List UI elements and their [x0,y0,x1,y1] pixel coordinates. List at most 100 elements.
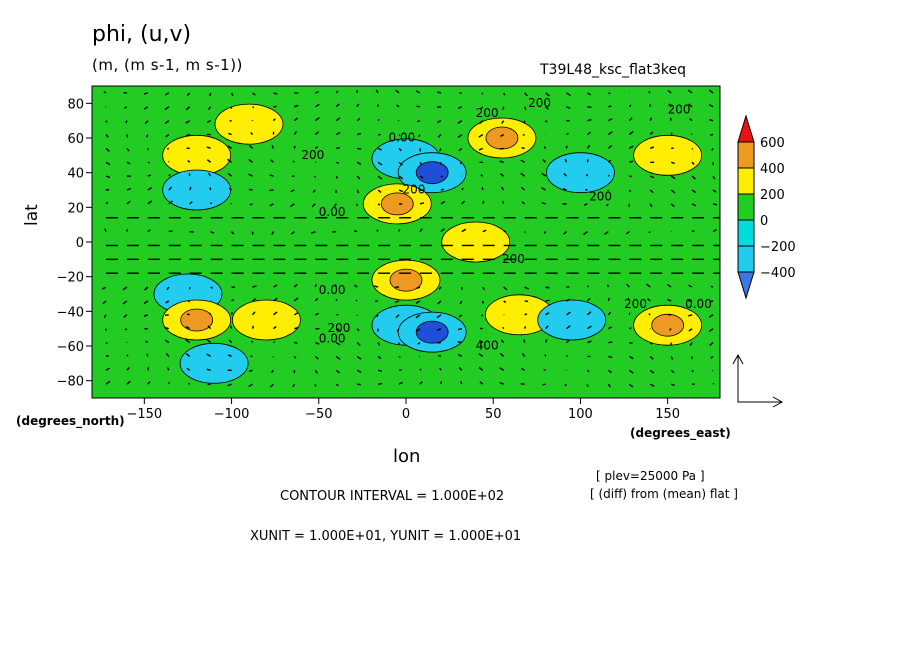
wind-vector [457,353,463,358]
wind-vector [608,117,613,122]
wind-vector [438,148,442,152]
wind-vector [143,106,149,110]
wind-vector [189,186,192,191]
wind-vector [377,118,380,122]
wind-vector [104,228,107,232]
wind-vector [189,230,194,233]
wind-vector [461,187,464,191]
wind-vector [311,230,316,234]
wind-vector [147,367,150,371]
wind-vector [708,103,714,108]
wind-vector [102,300,107,305]
wind-vector [164,92,170,96]
wind-vector [628,104,632,108]
wind-vector [293,355,297,359]
wind-vector [314,117,320,122]
wind-vector [415,90,421,94]
wind-vector [248,173,253,177]
reference-vector [732,353,784,408]
wind-vector [500,186,505,191]
wind-vector [228,187,232,191]
wind-vector [670,356,674,360]
wind-vector [396,104,400,108]
wind-vector [126,147,130,152]
wind-vector [649,369,655,374]
wind-vector [164,326,169,330]
wind-vector [545,286,550,289]
y-tick-label: 0 [76,236,84,251]
wind-vector [207,172,212,177]
wind-vector [437,341,441,344]
wind-vector [564,383,568,387]
x-tick-label: −100 [214,407,250,422]
wind-vector [314,131,320,136]
contour-label: 0.00 [319,205,346,219]
wind-vector [690,133,693,136]
wind-vector [123,314,128,318]
y-tick-label: −80 [57,375,84,390]
wind-vector [122,300,128,305]
vector-units: XUNIT = 1.000E+01, YUNIT = 1.000E+01 [250,529,522,544]
colorbar-label: 600 [760,136,785,151]
y-tick-label: −40 [57,305,84,320]
colorbar-label: −200 [760,240,796,255]
wind-vector [416,328,421,332]
wind-vector [335,103,340,108]
contour-label: 200 [476,106,499,120]
wind-vector [294,326,299,330]
wind-vector [688,103,693,108]
wind-vector [670,175,676,180]
wind-vector [712,175,716,180]
wind-vector [103,90,107,94]
wind-vector [649,146,655,150]
wind-vector [105,147,110,152]
wind-vector [670,132,673,135]
wind-vector [398,189,404,193]
wind-vector [607,159,612,163]
wind-vector [712,228,717,233]
wind-vector [227,383,232,387]
wind-vector [666,283,672,288]
wind-vector [670,203,675,208]
wind-vector [147,187,153,191]
wind-vector [105,341,108,345]
wind-vector [478,133,484,138]
anomaly-core [651,313,685,337]
wind-vector [206,353,211,358]
wind-vector [521,353,526,357]
wind-vector [499,381,504,385]
wind-vector [377,161,383,166]
wind-vector [628,145,634,150]
wind-vector [523,339,526,343]
wind-vector [126,200,131,205]
wind-vector [416,105,421,108]
wind-vector [458,366,463,371]
wind-vector [209,187,212,191]
anomaly-core [380,192,414,216]
wind-vector [206,159,212,163]
wind-vector [105,120,108,123]
anomaly-core [415,161,449,185]
wind-vector [566,132,569,136]
wind-vector [481,92,484,95]
wind-vector [377,175,383,180]
wind-vector [520,159,525,163]
wind-vector [105,355,109,358]
wind-vector [670,189,676,194]
x-tick-label: 150 [655,407,680,422]
wind-vector [586,311,592,316]
wind-vector [168,173,171,177]
wind-vector [688,284,693,288]
wind-vector [187,382,190,385]
wind-vector [480,314,484,317]
wind-vector [628,131,634,136]
wind-vector [315,91,319,94]
wind-vector [165,352,170,357]
wind-vector [398,228,401,232]
wind-vector [482,200,485,205]
wind-vector [628,383,634,388]
wind-vector [185,339,191,344]
anomaly-region [633,134,703,176]
wind-vector [166,286,170,291]
wind-vector [628,355,634,360]
